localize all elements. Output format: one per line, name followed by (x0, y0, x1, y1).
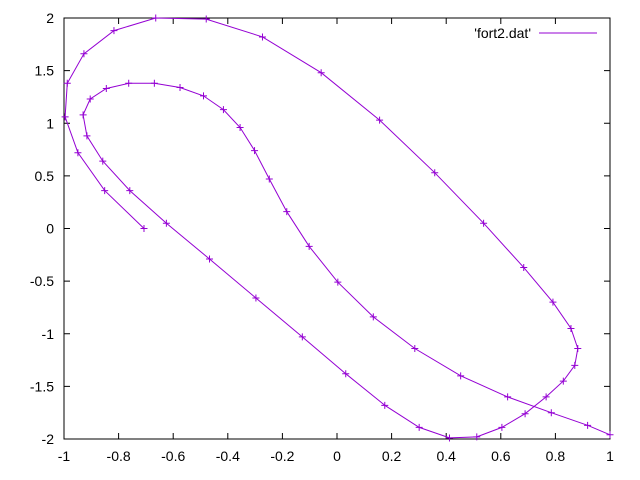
data-point-marker (80, 50, 88, 58)
data-point-marker (342, 370, 350, 378)
x-tick-label: -0.6 (161, 448, 185, 464)
legend-label: 'fort2.dat' (474, 25, 531, 41)
y-tick-label: -1 (42, 326, 55, 342)
legend: 'fort2.dat' (474, 25, 597, 41)
data-point-marker (79, 111, 87, 119)
data-point-marker (74, 149, 82, 157)
x-tick-label: 0.4 (436, 448, 456, 464)
data-point-marker (431, 169, 439, 177)
data-point-marker (206, 255, 214, 263)
x-tick-label: -1 (58, 448, 71, 464)
data-point-marker (61, 113, 69, 121)
data-point-marker (102, 85, 110, 93)
y-tick-label: -1.5 (30, 378, 54, 394)
x-tick-label: -0.2 (270, 448, 294, 464)
data-point-marker (369, 313, 377, 321)
data-point-marker (219, 106, 227, 114)
data-point-marker (86, 95, 94, 103)
data-point-marker (473, 433, 481, 441)
data-point-marker (457, 372, 465, 380)
y-tick-label: 0 (46, 221, 54, 237)
data-point-marker (236, 123, 244, 131)
data-point-marker (110, 27, 118, 35)
data-point-marker (381, 401, 389, 409)
data-point-marker (411, 344, 419, 352)
data-point-marker (283, 208, 291, 216)
y-tick-label: 2 (46, 10, 54, 26)
y-tick-label: -0.5 (30, 273, 54, 289)
data-point-marker (298, 333, 306, 341)
data-point-marker (498, 423, 506, 431)
data-point-marker (265, 175, 273, 183)
axis-ticks (63, 17, 611, 440)
data-point-marker (574, 344, 582, 352)
data-point-marker (258, 33, 266, 41)
y-tick-label: -2 (42, 431, 55, 447)
data-point-marker (152, 14, 160, 22)
data-point-marker (125, 79, 133, 87)
data-point-marker (415, 423, 423, 431)
series-line (64, 17, 611, 439)
data-point-marker (126, 187, 134, 195)
data-point-marker (150, 79, 158, 87)
data-point-marker (571, 361, 579, 369)
x-tick-label: 0.2 (382, 448, 402, 464)
data-point-marker (549, 298, 557, 306)
y-tick-labels: -2 -1.5 -1 -0.5 0 0.5 1 1.5 2 (30, 10, 54, 447)
data-point-marker (559, 377, 567, 385)
y-tick-label: 1.5 (35, 63, 55, 79)
data-point-marker (445, 434, 453, 442)
y-tick-label: 1 (46, 115, 54, 131)
x-tick-label: -0.4 (216, 448, 240, 464)
y-tick-label: 0.5 (35, 168, 55, 184)
x-tick-labels: -1 -0.8 -0.6 -0.4 -0.2 0 0.2 0.4 0.6 0.8 1 (58, 448, 614, 464)
data-point-marker (176, 83, 184, 91)
data-point-marker (202, 15, 210, 23)
data-point-marker (140, 225, 148, 232)
x-tick-label: 1 (606, 448, 614, 464)
data-point-marker (200, 92, 208, 100)
data-point-marker (520, 263, 528, 271)
data-point-marker (542, 393, 550, 401)
data-point-marker (567, 324, 575, 332)
x-tick-label: 0.6 (491, 448, 511, 464)
data-point-marker (334, 278, 342, 286)
data-point-marker (305, 242, 313, 250)
data-point-marker (547, 409, 555, 417)
data-point-marker (251, 147, 259, 155)
data-point-marker (504, 393, 512, 401)
x-tick-label: -0.8 (107, 448, 131, 464)
series-layer (61, 14, 614, 442)
x-tick-label: 0.8 (546, 448, 566, 464)
data-point-marker (83, 132, 91, 140)
data-point-marker (99, 157, 107, 165)
data-point-marker (606, 431, 614, 439)
data-point-marker (480, 219, 488, 227)
data-point-marker (101, 187, 109, 195)
data-point-marker (317, 69, 325, 77)
data-point-marker (252, 294, 260, 302)
data-point-marker (584, 421, 592, 429)
data-point-marker (521, 410, 529, 418)
data-point-marker (376, 116, 384, 124)
data-point-marker (162, 219, 170, 227)
x-tick-label: 0 (333, 448, 341, 464)
data-point-marker (63, 79, 71, 87)
